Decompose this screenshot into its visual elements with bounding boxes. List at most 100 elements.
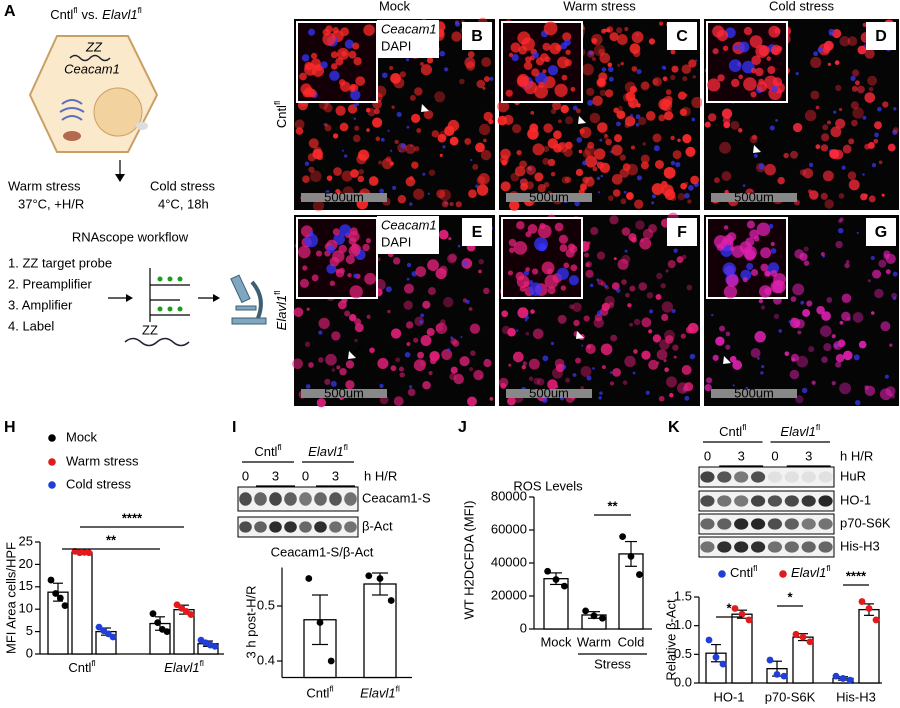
cell-signal xyxy=(587,141,595,149)
inset-signal xyxy=(505,89,513,97)
cell-signal xyxy=(482,86,486,90)
cell-signal xyxy=(399,71,407,78)
cell-signal xyxy=(326,175,333,181)
data-point xyxy=(705,636,713,644)
blot-band xyxy=(329,492,342,506)
cell-signal xyxy=(629,102,634,107)
cell-signal xyxy=(550,108,557,115)
inset-signal xyxy=(347,272,352,278)
cell-signal xyxy=(873,121,882,130)
cell-signal xyxy=(880,321,891,332)
cell-signal xyxy=(397,194,407,204)
cell-signal xyxy=(310,170,322,183)
timepoint-label: 0 xyxy=(242,468,249,483)
genotype-superscript: fl xyxy=(200,658,204,668)
nucleus-signal xyxy=(795,72,799,76)
microscope-tube xyxy=(230,274,251,304)
cell-signal xyxy=(450,366,458,374)
cell-signal xyxy=(820,192,828,200)
nucleus-signal xyxy=(757,357,760,360)
genotype-superscript: fl xyxy=(396,684,400,694)
arrow-head xyxy=(576,331,584,339)
chart-title: Ceacam1-S/β-Act xyxy=(271,544,374,559)
cell-signal xyxy=(681,254,687,260)
data-point xyxy=(95,623,103,631)
nucleus-signal xyxy=(663,67,667,70)
data-point xyxy=(56,594,64,602)
cell-signal xyxy=(414,87,423,96)
nucleus-signal xyxy=(381,72,388,79)
blot-band xyxy=(767,541,783,553)
inset-signal xyxy=(339,224,352,236)
blot-band xyxy=(734,518,749,530)
cell-signal xyxy=(480,149,492,161)
cell-signal xyxy=(634,199,644,209)
inset-signal xyxy=(547,65,559,76)
cell-signal xyxy=(426,57,434,64)
nucleus-signal xyxy=(460,336,463,339)
cell-signal xyxy=(357,149,370,161)
bar xyxy=(71,551,93,655)
cell-signal xyxy=(420,335,432,347)
cell-signal xyxy=(393,257,401,265)
cell-signal xyxy=(547,379,558,390)
panel-letter: E xyxy=(472,224,483,241)
cell-signal xyxy=(652,77,662,87)
nucleus-signal xyxy=(597,191,601,194)
cell-signal xyxy=(350,169,359,178)
legend-marker xyxy=(718,570,726,578)
blot-band xyxy=(801,518,816,530)
cell-signal xyxy=(557,142,566,151)
legend-marker xyxy=(48,434,56,442)
blot-band xyxy=(767,471,783,483)
cell-signal xyxy=(751,134,758,140)
cell-signal xyxy=(661,301,674,313)
data-point xyxy=(544,567,551,575)
cell-signal xyxy=(292,358,303,370)
cell-signal xyxy=(868,195,876,203)
y-axis-label: WT H2DCFDA (MFI) xyxy=(461,501,476,620)
nucleus-signal xyxy=(406,262,412,268)
cell-signal xyxy=(864,385,870,390)
cell-signal xyxy=(804,109,817,122)
condition-name: Cold stress xyxy=(150,178,216,193)
data-point xyxy=(839,675,847,682)
data-point xyxy=(582,607,589,615)
inset-signal xyxy=(746,262,754,270)
cell-signal xyxy=(411,113,421,123)
nucleus-signal xyxy=(406,277,410,281)
inset-signal xyxy=(770,241,775,247)
cell-signal xyxy=(799,252,808,261)
cell-signal xyxy=(598,72,608,82)
blot-band xyxy=(717,495,732,507)
nucleus-signal xyxy=(635,122,640,127)
significance-label: * xyxy=(726,600,732,615)
cell-signal xyxy=(500,181,511,192)
cell-signal xyxy=(719,325,726,332)
inset-signal xyxy=(349,227,358,236)
nucleus-signal xyxy=(410,144,413,148)
microscope xyxy=(230,274,267,325)
cell-signal xyxy=(497,115,508,126)
cell-signal xyxy=(605,89,614,98)
nucleus-signal xyxy=(630,114,634,117)
cell-signal xyxy=(725,344,731,350)
cell-signal xyxy=(483,359,492,368)
cell-signal xyxy=(533,377,541,385)
cell-signal xyxy=(447,254,457,264)
nucleus-signal xyxy=(586,375,592,381)
data-point xyxy=(627,553,635,560)
inset-signal xyxy=(557,56,569,69)
nucleus-signal xyxy=(853,354,860,361)
cell-signal xyxy=(341,170,353,182)
microscope-arm xyxy=(250,280,263,319)
timepoint-label: 3 xyxy=(738,448,745,463)
cell-signal xyxy=(852,69,860,77)
nucleus-signal xyxy=(542,397,548,403)
cell-signal xyxy=(585,343,596,355)
cell-signal xyxy=(881,193,885,197)
cell-signal xyxy=(631,31,644,44)
cell-signal xyxy=(797,330,802,335)
inset-signal xyxy=(508,238,517,247)
inset-signal xyxy=(510,42,521,53)
